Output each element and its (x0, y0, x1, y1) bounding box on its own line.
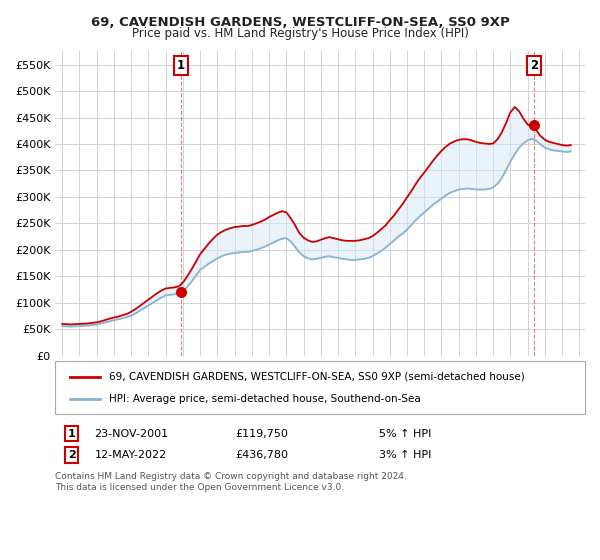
Text: 12-MAY-2022: 12-MAY-2022 (94, 450, 167, 460)
Text: Price paid vs. HM Land Registry's House Price Index (HPI): Price paid vs. HM Land Registry's House … (131, 27, 469, 40)
Text: 5% ↑ HPI: 5% ↑ HPI (379, 428, 432, 438)
Text: 2: 2 (530, 59, 538, 72)
Text: 1: 1 (177, 59, 185, 72)
Text: HPI: Average price, semi-detached house, Southend-on-Sea: HPI: Average price, semi-detached house,… (109, 394, 421, 404)
Text: 2: 2 (68, 450, 76, 460)
Text: 23-NOV-2001: 23-NOV-2001 (94, 428, 169, 438)
Text: 69, CAVENDISH GARDENS, WESTCLIFF-ON-SEA, SS0 9XP (semi-detached house): 69, CAVENDISH GARDENS, WESTCLIFF-ON-SEA,… (109, 372, 525, 382)
Text: Contains HM Land Registry data © Crown copyright and database right 2024.
This d: Contains HM Land Registry data © Crown c… (55, 472, 407, 492)
Text: 69, CAVENDISH GARDENS, WESTCLIFF-ON-SEA, SS0 9XP: 69, CAVENDISH GARDENS, WESTCLIFF-ON-SEA,… (91, 16, 509, 29)
Text: £436,780: £436,780 (235, 450, 289, 460)
Text: 1: 1 (68, 428, 76, 438)
Text: 3% ↑ HPI: 3% ↑ HPI (379, 450, 432, 460)
Text: £119,750: £119,750 (235, 428, 288, 438)
